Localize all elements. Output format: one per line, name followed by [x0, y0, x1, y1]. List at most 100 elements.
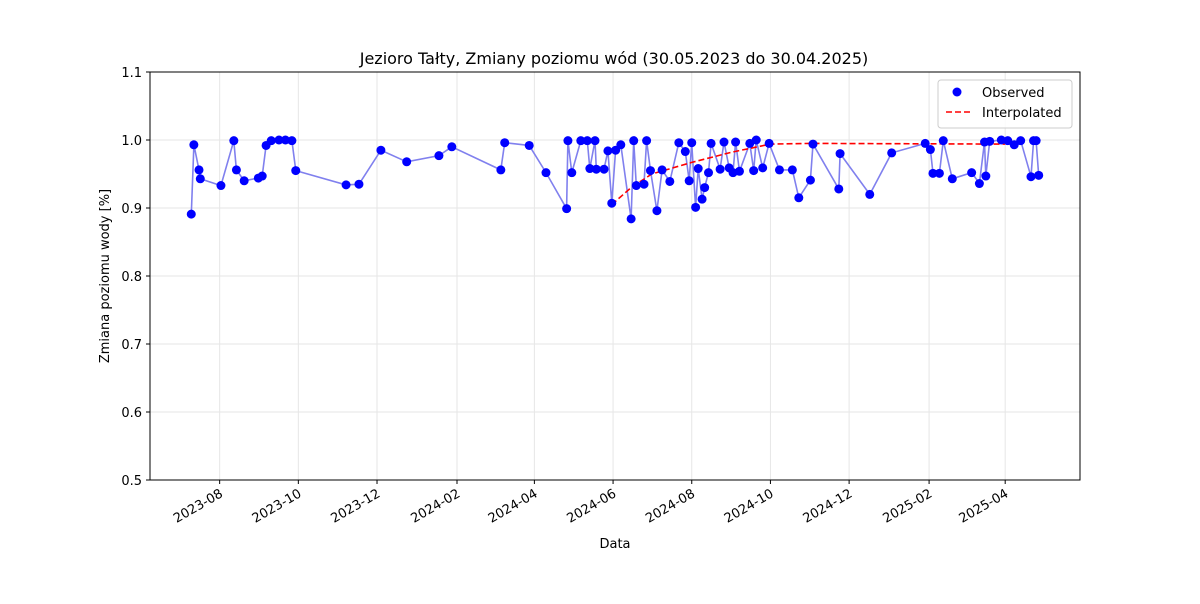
point: [195, 174, 205, 184]
x-axis-label: Data: [599, 537, 630, 552]
point: [590, 136, 600, 146]
point: [731, 137, 741, 147]
point: [642, 136, 652, 146]
point: [947, 174, 957, 184]
point: [715, 164, 725, 174]
y-axis-label: Zmiana poziomu wody [%]: [98, 189, 113, 363]
point: [808, 139, 818, 149]
point: [684, 176, 694, 186]
point: [805, 175, 815, 185]
point: [266, 136, 276, 146]
point: [934, 168, 944, 178]
point: [500, 138, 510, 148]
point: [1031, 136, 1041, 146]
point: [928, 168, 938, 178]
point: [524, 140, 534, 150]
legend-marker: [952, 87, 962, 97]
point: [674, 138, 684, 148]
legend-box: [937, 79, 1073, 129]
point: [607, 198, 617, 208]
point: [985, 136, 995, 146]
legend-label: Observed: [982, 86, 1045, 101]
point: [1003, 136, 1013, 146]
point: [341, 180, 351, 190]
point: [287, 136, 297, 146]
point: [496, 165, 506, 175]
point: [764, 138, 774, 148]
point: [652, 206, 662, 216]
point: [967, 168, 977, 178]
point: [402, 157, 412, 167]
point: [216, 181, 226, 191]
point: [616, 140, 626, 150]
point: [1009, 140, 1019, 150]
point: [657, 165, 667, 175]
point: [704, 168, 714, 178]
point: [887, 148, 897, 158]
point: [691, 202, 701, 212]
point: [434, 151, 444, 161]
point: [680, 147, 690, 157]
point: [834, 184, 844, 194]
point: [229, 136, 239, 146]
point: [687, 138, 697, 148]
point: [645, 166, 655, 176]
y-tick-label: 0.5: [121, 474, 142, 489]
point: [693, 164, 703, 174]
point: [865, 189, 875, 199]
point: [189, 140, 199, 150]
point: [231, 165, 241, 175]
point: [629, 136, 639, 146]
point: [1026, 172, 1036, 182]
point: [447, 142, 457, 152]
point: [787, 165, 797, 175]
point: [925, 145, 935, 155]
y-tick-label: 0.7: [121, 338, 142, 353]
point: [563, 136, 573, 146]
point: [920, 138, 930, 148]
point: [274, 135, 284, 145]
point: [974, 179, 984, 189]
point: [749, 166, 759, 176]
point: [186, 209, 196, 219]
point: [591, 164, 601, 174]
point: [291, 166, 301, 176]
point: [835, 149, 845, 159]
point: [562, 204, 572, 214]
point: [706, 138, 716, 148]
point: [639, 179, 649, 189]
point: [567, 168, 577, 178]
point: [794, 193, 804, 203]
point: [697, 194, 707, 204]
point: [599, 164, 609, 174]
y-tick-label: 0.9: [121, 202, 142, 217]
point: [1016, 136, 1026, 146]
point: [194, 165, 204, 175]
point: [582, 136, 592, 146]
point: [603, 146, 613, 156]
point: [626, 214, 636, 224]
point: [541, 168, 551, 178]
point: [376, 145, 386, 155]
point: [1034, 170, 1044, 180]
legend-label: Interpolated: [982, 106, 1062, 121]
point: [758, 163, 768, 173]
point: [354, 179, 364, 189]
point: [734, 166, 744, 176]
point: [938, 136, 948, 146]
point: [774, 165, 784, 175]
point: [239, 176, 249, 186]
point: [257, 171, 267, 181]
point: [665, 176, 675, 186]
y-tick-label: 0.6: [121, 406, 142, 421]
y-tick-label: 1.1: [121, 66, 142, 81]
y-tick-label: 1.0: [121, 134, 142, 149]
plot-frame: [149, 71, 1081, 481]
chart-title: Jezioro Tałty, Zmiany poziomu wód (30.05…: [359, 49, 869, 68]
point: [981, 171, 991, 181]
y-tick-label: 0.8: [121, 270, 142, 285]
point: [631, 181, 641, 191]
point: [751, 135, 761, 145]
point: [576, 136, 586, 146]
